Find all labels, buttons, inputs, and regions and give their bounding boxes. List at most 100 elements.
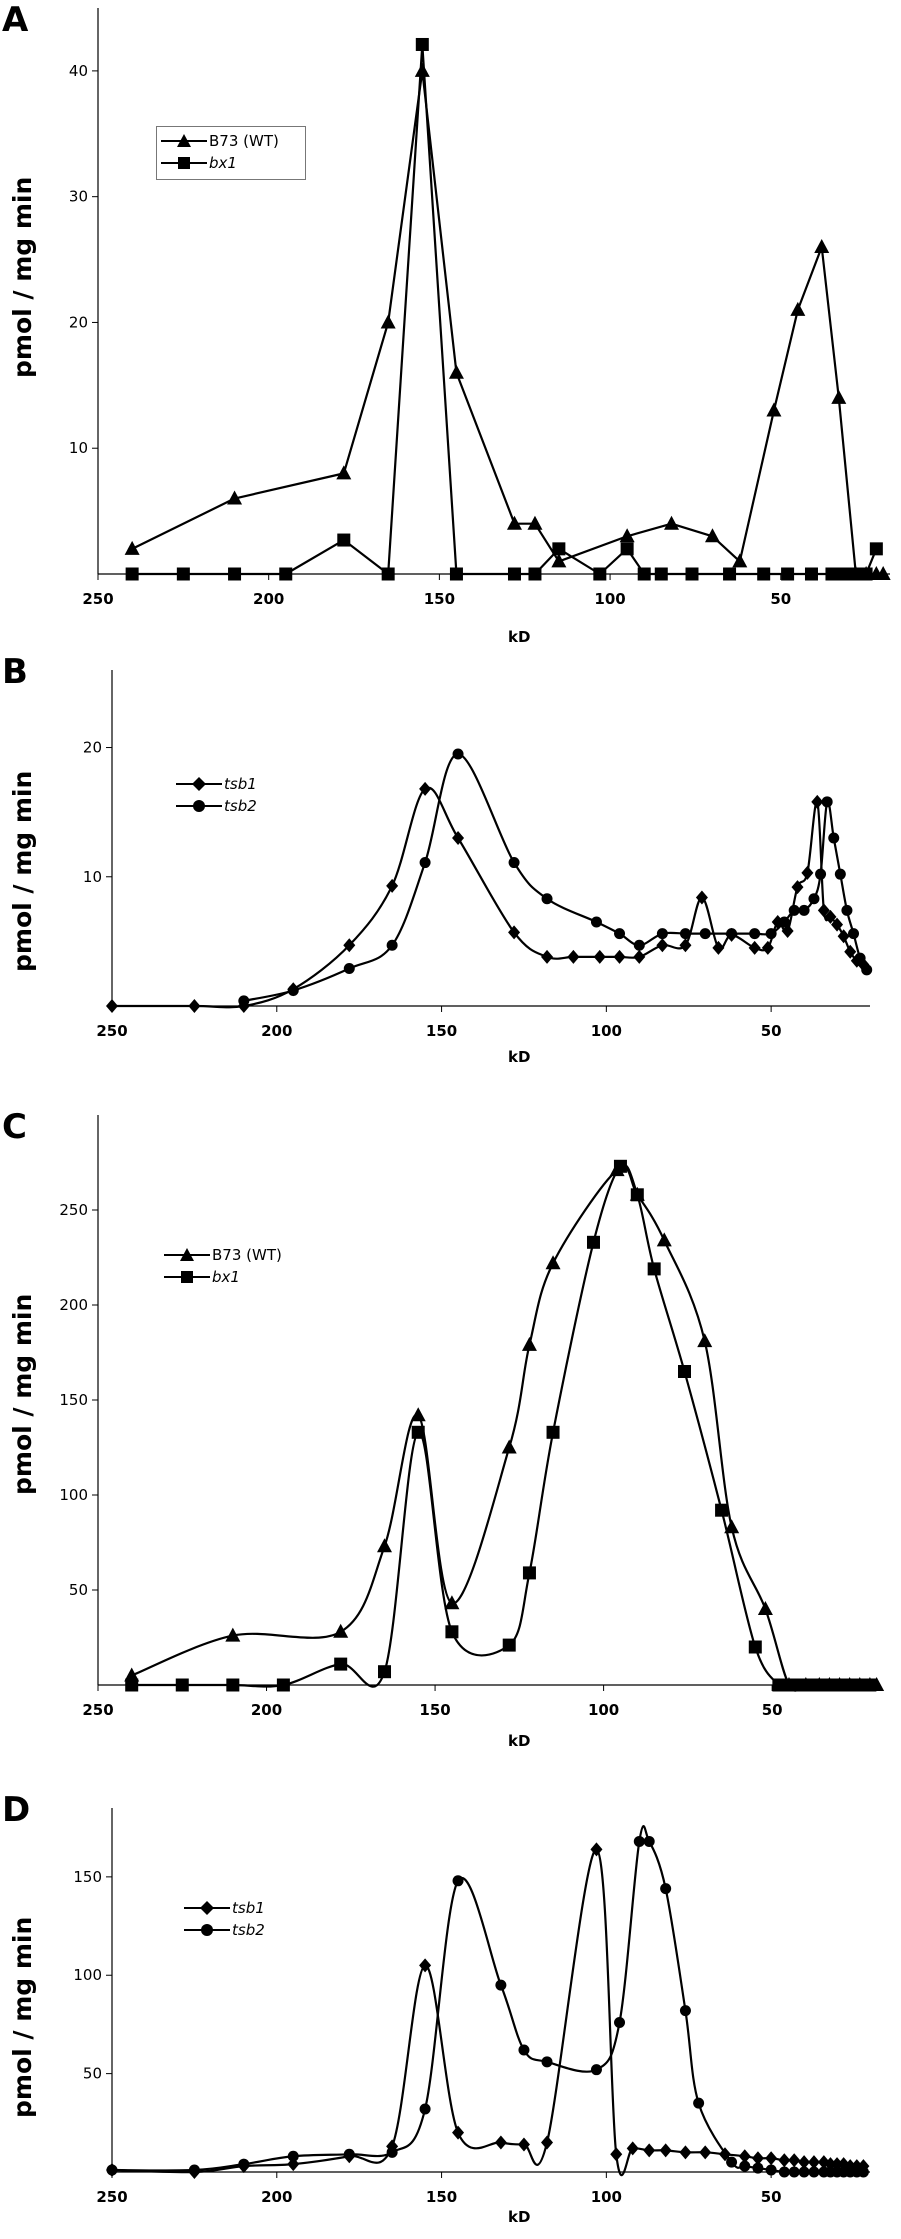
data-point — [279, 567, 293, 581]
data-point — [343, 963, 355, 975]
data-point — [378, 1665, 392, 1679]
data-point — [822, 1678, 836, 1692]
data-point — [386, 2146, 398, 2158]
y-tick-label: 20 — [83, 739, 102, 757]
data-point — [343, 938, 356, 953]
series-markers-a-2 — [125, 37, 883, 581]
data-point — [541, 893, 553, 905]
data-point — [226, 1678, 240, 1692]
data-point — [808, 893, 820, 905]
data-point — [804, 567, 818, 581]
data-point — [522, 1566, 536, 1580]
data-point — [843, 1678, 857, 1692]
legend-item-b-tsb2: tsb2 — [172, 796, 280, 816]
data-point — [377, 1538, 393, 1553]
x-tick-label: 250 — [82, 590, 113, 608]
x-axis-title-b: kD — [508, 1048, 531, 1066]
data-point — [726, 2156, 738, 2168]
data-point — [693, 2097, 705, 2109]
series-markers-c-2 — [125, 1159, 877, 1692]
data-point — [678, 1365, 691, 1378]
data-point — [699, 928, 711, 940]
data-point — [614, 2016, 626, 2028]
data-point — [861, 964, 873, 976]
x-axis-title-d: kD — [508, 2208, 531, 2226]
x-tick-label: 100 — [591, 2188, 622, 2206]
series-line-b-1 — [112, 786, 864, 1009]
x-axis-title-c: kD — [508, 1732, 531, 1750]
data-point — [761, 940, 774, 955]
y-tick-label: 100 — [59, 1486, 88, 1504]
data-point — [738, 2149, 751, 2164]
data-point — [723, 567, 737, 581]
data-point — [238, 2158, 250, 2170]
legend-item-a-wt: B73 (WT) — [157, 131, 305, 151]
data-point — [633, 939, 645, 951]
data-point — [854, 952, 866, 964]
legend-item-d-tsb2: tsb2 — [180, 1920, 288, 1940]
y-tick-label: 10 — [69, 439, 88, 457]
x-tick-label: 200 — [261, 1022, 292, 1040]
panel-a: 10 20 30 40 250 200 150 100 50 A pmol / mg min k… — [0, 0, 901, 646]
legend-label-d-tsb1: tsb1 — [232, 1899, 265, 1917]
legend-label-a-bx1: bx1 — [209, 154, 237, 172]
legend-label-a-wt: B73 (WT) — [209, 132, 279, 150]
data-point — [837, 929, 850, 944]
data-point — [619, 528, 635, 543]
data-point — [781, 567, 795, 581]
data-point — [590, 2064, 602, 2076]
data-point — [715, 1503, 729, 1517]
data-point — [419, 781, 432, 796]
data-point — [660, 1883, 672, 1895]
data-point — [336, 465, 352, 480]
data-point — [664, 515, 680, 530]
data-point — [679, 928, 691, 940]
data-point — [610, 2147, 623, 2162]
legend-item-c-wt: B73 (WT) — [160, 1245, 310, 1265]
data-point — [857, 2166, 869, 2178]
data-point — [541, 949, 554, 964]
legend-item-b-tsb1: tsb1 — [172, 774, 280, 794]
x-tick-label: 200 — [261, 2188, 292, 2206]
data-point — [811, 794, 824, 809]
data-point — [508, 857, 520, 869]
legend-marker-square-icon — [161, 157, 207, 169]
x-tick-label: 250 — [82, 1701, 113, 1719]
y-axis-title-d: pmol / mg min — [8, 1916, 37, 2118]
data-point — [175, 1678, 189, 1692]
data-point — [643, 1835, 655, 1847]
y-tick-label: 150 — [73, 1868, 102, 1886]
data-point — [410, 1407, 426, 1422]
data-point — [343, 2148, 355, 2160]
data-point — [590, 916, 602, 928]
data-point — [506, 515, 522, 530]
panel-c: 50 100 150 200 250 250 200 150 100 50 C pmol / mg… — [0, 1105, 901, 1785]
data-point — [287, 2150, 299, 2162]
x-tick-label: 50 — [762, 1701, 783, 1719]
data-point — [853, 1678, 867, 1692]
series-markers-b-2 — [238, 748, 873, 1007]
data-point — [824, 909, 837, 924]
data-point — [613, 949, 626, 964]
legend-marker-diamond-icon — [184, 1901, 230, 1915]
data-point — [541, 2135, 554, 2150]
data-point — [528, 567, 542, 581]
legend-marker-diamond-icon — [176, 777, 222, 791]
data-point — [452, 748, 464, 760]
data-point — [765, 2151, 778, 2166]
data-point — [494, 2135, 507, 2150]
data-point — [841, 904, 853, 916]
data-point — [790, 301, 806, 316]
plot-b: 10 20 250 200 150 100 50 — [83, 670, 873, 1040]
series-line-d-2 — [111, 1825, 864, 2174]
data-point — [419, 1958, 432, 1973]
data-point — [287, 984, 299, 996]
x-tick-label: 250 — [96, 2188, 127, 2206]
data-point — [614, 928, 626, 940]
data-point — [593, 567, 607, 581]
data-point — [739, 2160, 751, 2172]
y-tick-label: 20 — [69, 313, 88, 331]
y-tick-label: 150 — [59, 1391, 88, 1409]
x-tick-label: 200 — [253, 590, 284, 608]
data-point — [381, 567, 395, 581]
